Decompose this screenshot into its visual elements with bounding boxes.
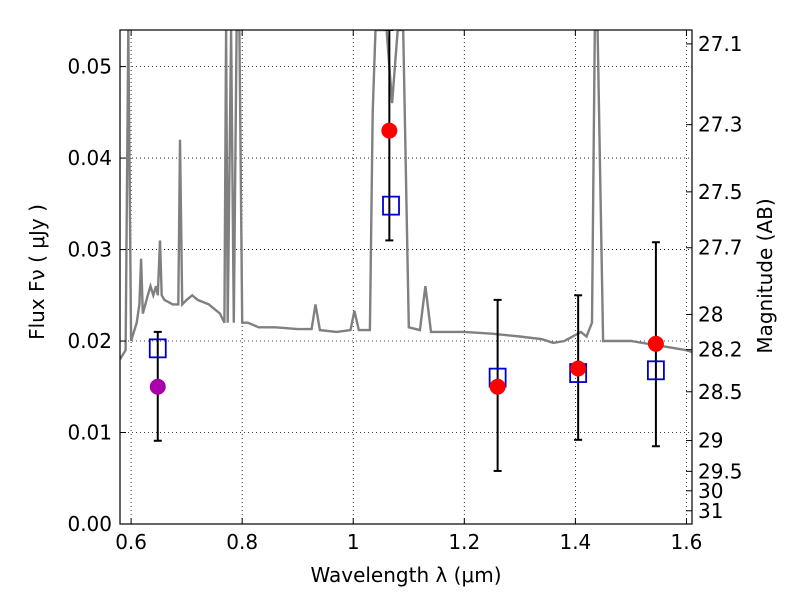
right-y-tick-label: 28 bbox=[698, 302, 723, 326]
right-y-axis-label: Magnitude (AB) bbox=[753, 198, 777, 353]
x-tick-label: 0.6 bbox=[115, 530, 147, 554]
model-square-point bbox=[148, 338, 167, 359]
x-tick-label: 1 bbox=[347, 530, 360, 554]
observed-flux-point bbox=[647, 335, 664, 352]
y-tick-label: 0.04 bbox=[67, 146, 112, 170]
x-axis-label: Wavelength λ (μm) bbox=[310, 563, 501, 587]
x-tick-label: 1.2 bbox=[448, 530, 480, 554]
right-y-tick-label: 31 bbox=[698, 499, 723, 523]
observed-flux-point bbox=[570, 360, 587, 377]
ticks: 0.6 0.8 1 1.2 1.4 1.6 0.00 0.01 0.02 0.03 0.04 0.05… bbox=[67, 30, 743, 554]
right-y-tick-label: 27.7 bbox=[698, 236, 743, 260]
plot-frame bbox=[119, 29, 693, 525]
right-y-tick-label: 27.5 bbox=[698, 180, 743, 204]
y-axis-label: Flux Fν ( μJy ) bbox=[25, 204, 49, 340]
y-tick-label: 0.03 bbox=[67, 238, 112, 262]
observed-flux-point bbox=[489, 378, 506, 395]
purple-flux-point bbox=[149, 378, 166, 395]
right-y-tick-label: 29 bbox=[698, 429, 723, 453]
right-y-tick-label: 27.1 bbox=[698, 32, 743, 56]
y-tick-label: 0.01 bbox=[67, 421, 112, 445]
x-tick-label: 1.4 bbox=[559, 530, 591, 554]
model-square-point bbox=[647, 360, 665, 381]
right-y-tick-label: 28.5 bbox=[698, 380, 743, 404]
right-y-tick-label: 28.2 bbox=[698, 338, 743, 362]
data-points bbox=[148, 30, 665, 472]
y-tick-label: 0.02 bbox=[67, 329, 112, 353]
grid-lines bbox=[120, 30, 692, 525]
model-square-point bbox=[382, 195, 400, 216]
observed-flux-point bbox=[381, 122, 398, 139]
x-tick-label: 1.6 bbox=[671, 530, 703, 554]
right-y-tick-label: 30 bbox=[698, 479, 723, 503]
y-tick-label: 0.00 bbox=[67, 512, 112, 536]
spectrum-layer bbox=[120, 30, 692, 360]
right-y-tick-label: 29.5 bbox=[698, 459, 743, 483]
right-y-tick-label: 27.3 bbox=[698, 113, 743, 137]
x-tick-label: 0.8 bbox=[226, 530, 258, 554]
y-tick-label: 0.05 bbox=[67, 55, 112, 79]
spectrum-line bbox=[120, 30, 692, 360]
